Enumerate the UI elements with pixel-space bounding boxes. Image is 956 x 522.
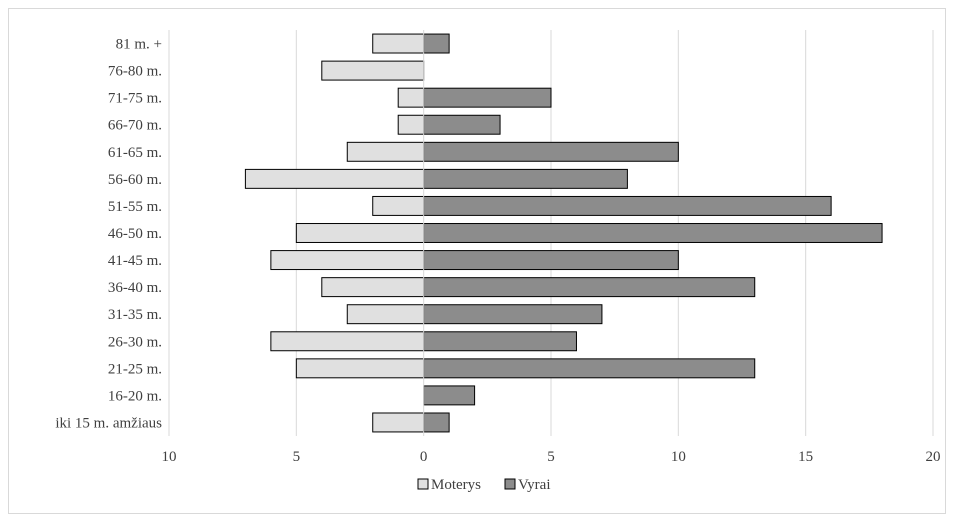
bar-vyrai [423,250,679,271]
category-label: 26-30 m. [108,334,162,350]
category-label: 46-50 m. [108,226,162,242]
category-label: 61-65 m. [108,145,162,161]
bar-vyrai [423,141,679,162]
category-label: 41-45 m. [108,253,162,269]
population-pyramid-chart: 81 m. + 76-80 m. 71-75 m. 66-70 m. 61-65 m. 5… [55,30,941,493]
bar-vyrai [423,33,450,54]
category-label: 36-40 m. [108,280,162,296]
x-tick-label: 0 [420,449,428,465]
bar-vyrai [423,168,628,189]
bar-vyrai [423,358,756,379]
category-label: 31-35 m. [108,307,162,323]
legend-label: Moterys [431,477,481,493]
x-tick-label: 15 [798,449,813,465]
bar-moterys [372,195,425,216]
x-tick-label: 20 [926,449,941,465]
bar-moterys [372,33,425,54]
category-label: 16-20 m. [108,388,162,404]
legend-label: Vyrai [518,477,551,493]
bar-moterys [346,141,425,162]
x-tick-label: 5 [547,449,555,465]
bar-moterys [397,87,425,108]
legend: Moterys Vyrai [417,477,551,493]
x-tick-labels: 10 5 0 5 10 15 20 [162,449,941,465]
x-tick-label: 10 [162,449,177,465]
x-tick-label: 10 [671,449,686,465]
bar-moterys [270,250,425,271]
legend-swatch [504,478,516,490]
category-label: 21-25 m. [108,361,162,377]
bar-moterys [295,358,425,379]
bar-vyrai [423,87,552,108]
bar-moterys [397,114,425,135]
category-label: 81 m. + [116,37,162,53]
bar-vyrai [423,195,832,216]
bar-moterys [321,277,425,298]
bar-vyrai [423,331,577,352]
bar-vyrai [423,385,476,406]
category-label: iki 15 m. amžiaus [55,415,162,431]
bar-moterys [295,223,425,243]
chart-frame: 81 m. + 76-80 m. 71-75 m. 66-70 m. 61-65 m. 5… [8,8,946,514]
category-label: 71-75 m. [108,91,162,107]
bar-vyrai [423,114,501,135]
bar-vyrai [423,304,603,325]
bar-moterys [372,412,425,433]
category-label: 66-70 m. [108,118,162,134]
bar-moterys [321,60,425,81]
category-label: 51-55 m. [108,199,162,215]
x-tick-label: 5 [293,449,301,465]
bar-vyrai [423,412,450,433]
bar-moterys [346,304,425,325]
category-labels: 81 m. + 76-80 m. 71-75 m. 66-70 m. 61-65 m. 5… [55,37,162,432]
bar-moterys [244,168,425,189]
bar-moterys [270,331,425,352]
category-label: 76-80 m. [108,64,162,80]
category-label: 56-60 m. [108,172,162,188]
bars [244,33,883,433]
bar-vyrai [423,277,756,298]
legend-swatch [417,478,429,490]
bar-vyrai [423,223,883,243]
